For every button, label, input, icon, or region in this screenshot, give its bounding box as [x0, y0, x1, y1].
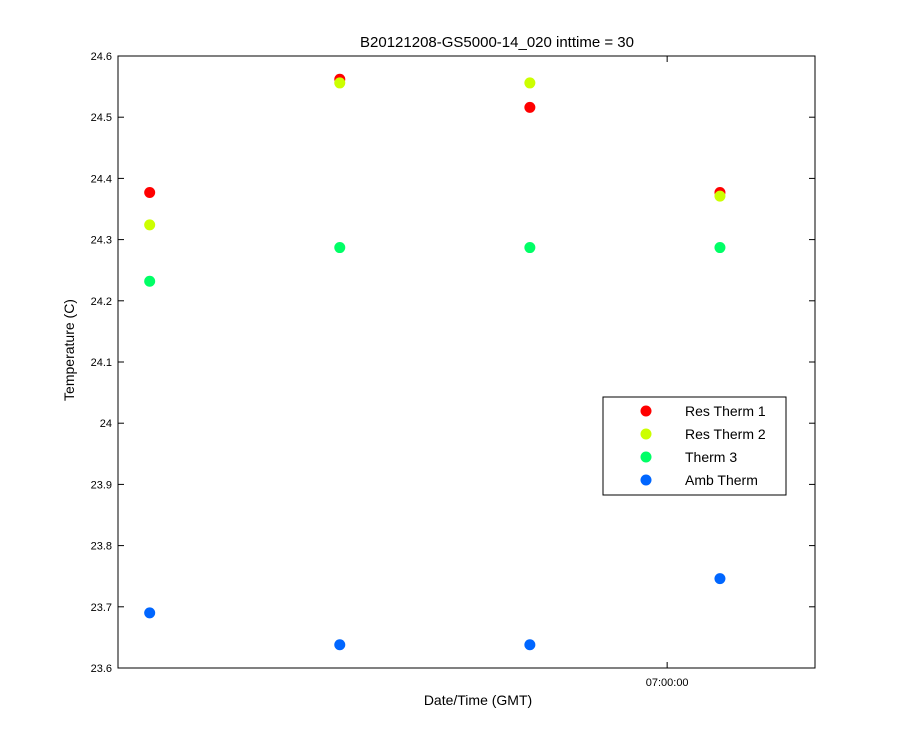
point-amb-therm [524, 639, 536, 651]
point-res-therm-2 [714, 190, 726, 202]
chart-title: B20121208-GS5000-14_020 inttime = 30 [360, 34, 634, 51]
legend-marker-res-therm-2 [640, 428, 652, 440]
y-tick-label: 24.4 [91, 173, 112, 185]
y-axis: 23.6 23.7 23.8 23.9 24 24.1 24.2 24.3 24.4 24.5 24… [91, 51, 815, 675]
y-tick-label: 23.8 [91, 541, 112, 553]
y-tick-label: 24.2 [91, 296, 112, 308]
legend-marker-res-therm-1 [640, 405, 652, 417]
x-axis-label: Date/Time (GMT) [424, 692, 532, 708]
x-tick-label: 07:00:00 [646, 677, 689, 689]
y-tick-label: 24.1 [91, 357, 112, 369]
y-tick-label: 24.5 [91, 112, 112, 124]
legend-label-amb-therm: Amb Therm [685, 472, 758, 488]
y-tick-label: 23.9 [91, 479, 112, 491]
legend-marker-amb-therm [640, 474, 652, 486]
legend-label-res-therm-2: Res Therm 2 [685, 426, 766, 442]
point-amb-therm [334, 639, 346, 651]
plot-area [117, 55, 816, 669]
legend-label-res-therm-1: Res Therm 1 [685, 403, 766, 419]
point-amb-therm [144, 607, 156, 619]
data-points [144, 73, 726, 651]
point-res-therm-1 [524, 101, 536, 113]
y-tick-label: 24 [100, 418, 112, 430]
point-res-therm-2 [144, 219, 156, 231]
y-axis-label: Temperature (C) [61, 299, 77, 401]
legend-marker-therm-3 [640, 451, 652, 463]
point-amb-therm [714, 573, 726, 585]
y-tick-label: 23.7 [91, 602, 112, 614]
legend-label-therm-3: Therm 3 [685, 449, 737, 465]
point-res-therm-1 [144, 186, 156, 198]
y-tick-label: 24.6 [91, 51, 112, 63]
legend: Res Therm 1 Res Therm 2 Therm 3 Amb Therm [602, 396, 787, 496]
point-therm-3 [144, 275, 156, 287]
point-therm-3 [714, 242, 726, 254]
point-res-therm-2 [334, 77, 346, 89]
x-axis: 07:00:00 [646, 56, 689, 689]
y-tick-label: 24.3 [91, 235, 112, 247]
y-tick-label: 23.6 [91, 663, 112, 675]
legend-box [602, 396, 787, 496]
point-therm-3 [334, 242, 346, 254]
point-therm-3 [524, 242, 536, 254]
point-res-therm-2 [524, 77, 536, 89]
